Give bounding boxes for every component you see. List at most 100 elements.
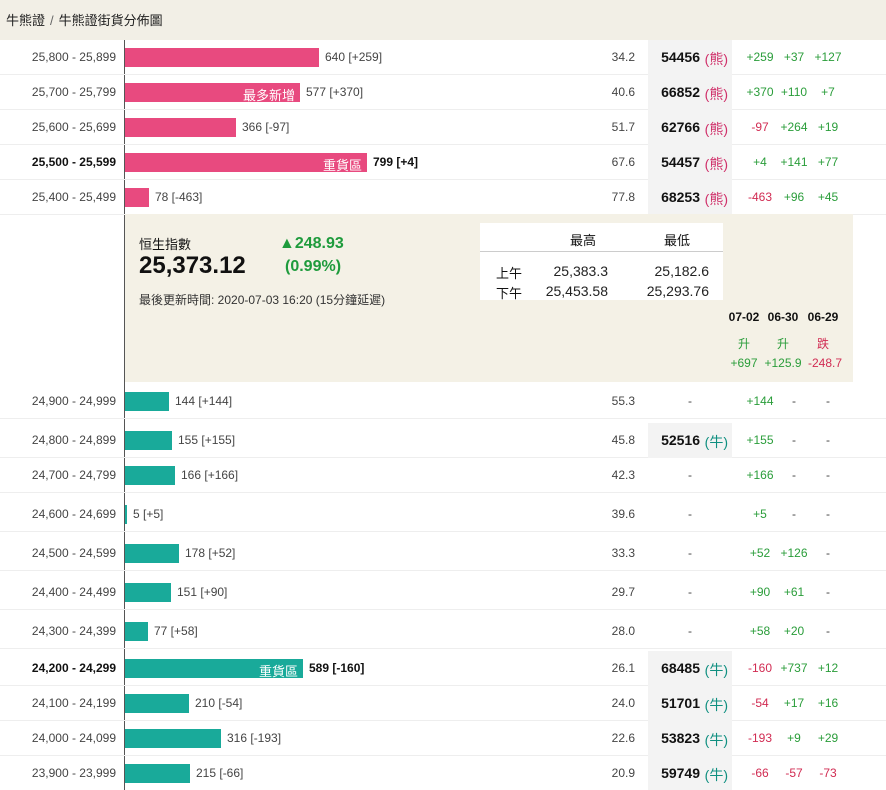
warrant-code[interactable]: 54457 bbox=[661, 154, 700, 170]
history-date: 06-29 bbox=[807, 310, 839, 324]
breadcrumb-home-link[interactable]: 牛熊證 bbox=[6, 13, 46, 28]
row-divider bbox=[0, 531, 886, 532]
warrant-code[interactable]: 68485 bbox=[661, 660, 700, 676]
warrant-type-tag: (熊) bbox=[704, 86, 728, 102]
warrant-code-cell[interactable]: 66852 (熊) bbox=[648, 75, 732, 110]
outstanding-bar[interactable] bbox=[125, 505, 127, 524]
warrant-code[interactable]: 66852 bbox=[661, 84, 700, 100]
outstanding-bar[interactable] bbox=[125, 392, 169, 411]
row-divider bbox=[0, 685, 886, 686]
daily-change: +4 bbox=[753, 155, 767, 169]
warrant-code[interactable]: 51701 bbox=[661, 695, 700, 711]
warrant-type-tag: (熊) bbox=[704, 51, 728, 67]
outstanding-bar[interactable] bbox=[125, 729, 221, 748]
outstanding-label: 589 [-160] bbox=[309, 661, 365, 675]
table-row: 25,400 - 25,499 78 [-463] 77.8 68253 (熊) -463… bbox=[0, 180, 886, 215]
warrant-code[interactable]: 52516 bbox=[661, 432, 700, 448]
warrant-code[interactable]: 68253 bbox=[661, 189, 700, 205]
hedge-percent: 39.6 bbox=[611, 507, 635, 521]
daily-change: +166 bbox=[746, 468, 774, 482]
bar-tag: 重貨區 bbox=[322, 158, 362, 173]
warrant-type-tag: (牛) bbox=[704, 732, 728, 748]
warrant-code-cell[interactable]: 62766 (熊) bbox=[648, 110, 732, 145]
warrant-code-cell[interactable]: 68253 (熊) bbox=[648, 180, 732, 215]
warrant-code[interactable]: 59749 bbox=[661, 765, 700, 781]
daily-change: +259 bbox=[746, 50, 774, 64]
outstanding-label: 178 [+52] bbox=[185, 546, 236, 560]
daily-change: - bbox=[792, 468, 796, 482]
price-range: 24,100 - 24,199 bbox=[31, 696, 116, 710]
daily-change: -57 bbox=[785, 766, 803, 780]
daily-change: +45 bbox=[817, 190, 839, 204]
no-warrant-dash: - bbox=[688, 546, 692, 560]
outstanding-label: 144 [+144] bbox=[175, 394, 233, 408]
row-divider bbox=[0, 648, 886, 649]
warrant-type-tag: (熊) bbox=[704, 121, 728, 137]
row-divider bbox=[0, 418, 886, 419]
hedge-percent: 51.7 bbox=[611, 120, 635, 134]
outstanding-label: 5 [+5] bbox=[133, 507, 164, 521]
warrant-type-tag: (牛) bbox=[704, 662, 728, 678]
index-change-percent: (0.99%) bbox=[285, 258, 342, 275]
table-row: 24,200 - 24,299 重貨區 589 [-160] 26.1 68485 (牛)… bbox=[0, 651, 886, 686]
hedge-percent: 24.0 bbox=[611, 696, 635, 710]
hedge-percent: 29.7 bbox=[611, 585, 635, 599]
warrant-type-tag: (牛) bbox=[704, 767, 728, 783]
daily-change: - bbox=[826, 546, 830, 560]
hedge-percent: 67.6 bbox=[611, 155, 635, 169]
warrant-code-cell[interactable]: 52516 (牛) bbox=[648, 423, 732, 458]
daily-change: -66 bbox=[751, 766, 769, 780]
table-row: 25,700 - 25,799 最多新增 577 [+370] 40.6 66852 (熊… bbox=[0, 75, 886, 110]
hedge-percent: 77.8 bbox=[611, 190, 635, 204]
table-row: 25,500 - 25,599 重貨區 799 [+4] 67.6 54457 (熊) +4… bbox=[0, 145, 886, 180]
outstanding-label: 151 [+90] bbox=[177, 585, 228, 599]
outstanding-bar[interactable]: 重貨區 bbox=[125, 659, 303, 679]
row-divider bbox=[0, 74, 886, 75]
outstanding-bar[interactable] bbox=[125, 764, 190, 783]
warrant-code[interactable]: 62766 bbox=[661, 119, 700, 135]
history-change: +697 bbox=[730, 356, 758, 370]
outstanding-bar[interactable] bbox=[125, 622, 148, 641]
history-change: -248.7 bbox=[807, 356, 843, 370]
price-range: 24,500 - 24,599 bbox=[31, 546, 116, 560]
outstanding-bar[interactable] bbox=[125, 544, 179, 563]
hedge-percent: 34.2 bbox=[611, 50, 635, 64]
warrant-code-cell[interactable]: 59749 (牛) bbox=[648, 756, 732, 790]
table-row: 24,100 - 24,199 210 [-54] 24.0 51701 (牛) -54 +… bbox=[0, 686, 886, 721]
outstanding-bar[interactable] bbox=[125, 188, 149, 207]
daily-change: +127 bbox=[814, 50, 842, 64]
outstanding-bar[interactable]: 重貨區 bbox=[125, 153, 367, 173]
outstanding-bar[interactable] bbox=[125, 431, 172, 450]
outstanding-bar[interactable]: 最多新增 bbox=[125, 83, 300, 103]
distribution-table: 25,800 - 25,899 640 [+259] 34.2 54456 (熊) +25… bbox=[0, 40, 886, 790]
row-divider bbox=[0, 109, 886, 110]
warrant-type-tag: (牛) bbox=[704, 434, 728, 450]
warrant-code-cell[interactable]: 51701 (牛) bbox=[648, 686, 732, 721]
outstanding-label: 799 [+4] bbox=[373, 155, 419, 169]
breadcrumb-current: 牛熊證街貨分佈圖 bbox=[58, 13, 163, 28]
outstanding-bar[interactable] bbox=[125, 583, 171, 602]
daily-change: +20 bbox=[783, 624, 805, 638]
daily-change: +5 bbox=[753, 507, 767, 521]
price-range: 24,200 - 24,299 bbox=[31, 661, 116, 675]
daily-change: +12 bbox=[817, 661, 839, 675]
row-divider bbox=[0, 609, 886, 610]
daily-change: - bbox=[826, 433, 830, 447]
warrant-code[interactable]: 53823 bbox=[661, 730, 700, 746]
warrant-code-cell[interactable]: 68485 (牛) bbox=[648, 651, 732, 686]
table-row: 24,500 - 24,599 178 [+52] 33.3 - +52 +126 - bbox=[0, 536, 886, 571]
high-header: 最高 bbox=[570, 233, 597, 248]
warrant-code-cell[interactable]: 54457 (熊) bbox=[648, 145, 732, 180]
outstanding-bar[interactable] bbox=[125, 48, 319, 67]
outstanding-bar[interactable] bbox=[125, 694, 189, 713]
outstanding-bar[interactable] bbox=[125, 466, 175, 485]
warrant-code-cell: - bbox=[648, 384, 732, 419]
warrant-code-cell: - bbox=[648, 458, 732, 493]
warrant-code[interactable]: 54456 bbox=[661, 49, 700, 65]
warrant-code-cell[interactable]: 54456 (熊) bbox=[648, 40, 732, 75]
daily-change: +126 bbox=[780, 546, 808, 560]
row-divider bbox=[0, 179, 886, 180]
outstanding-bar[interactable] bbox=[125, 118, 236, 137]
warrant-code-cell[interactable]: 53823 (牛) bbox=[648, 721, 732, 756]
